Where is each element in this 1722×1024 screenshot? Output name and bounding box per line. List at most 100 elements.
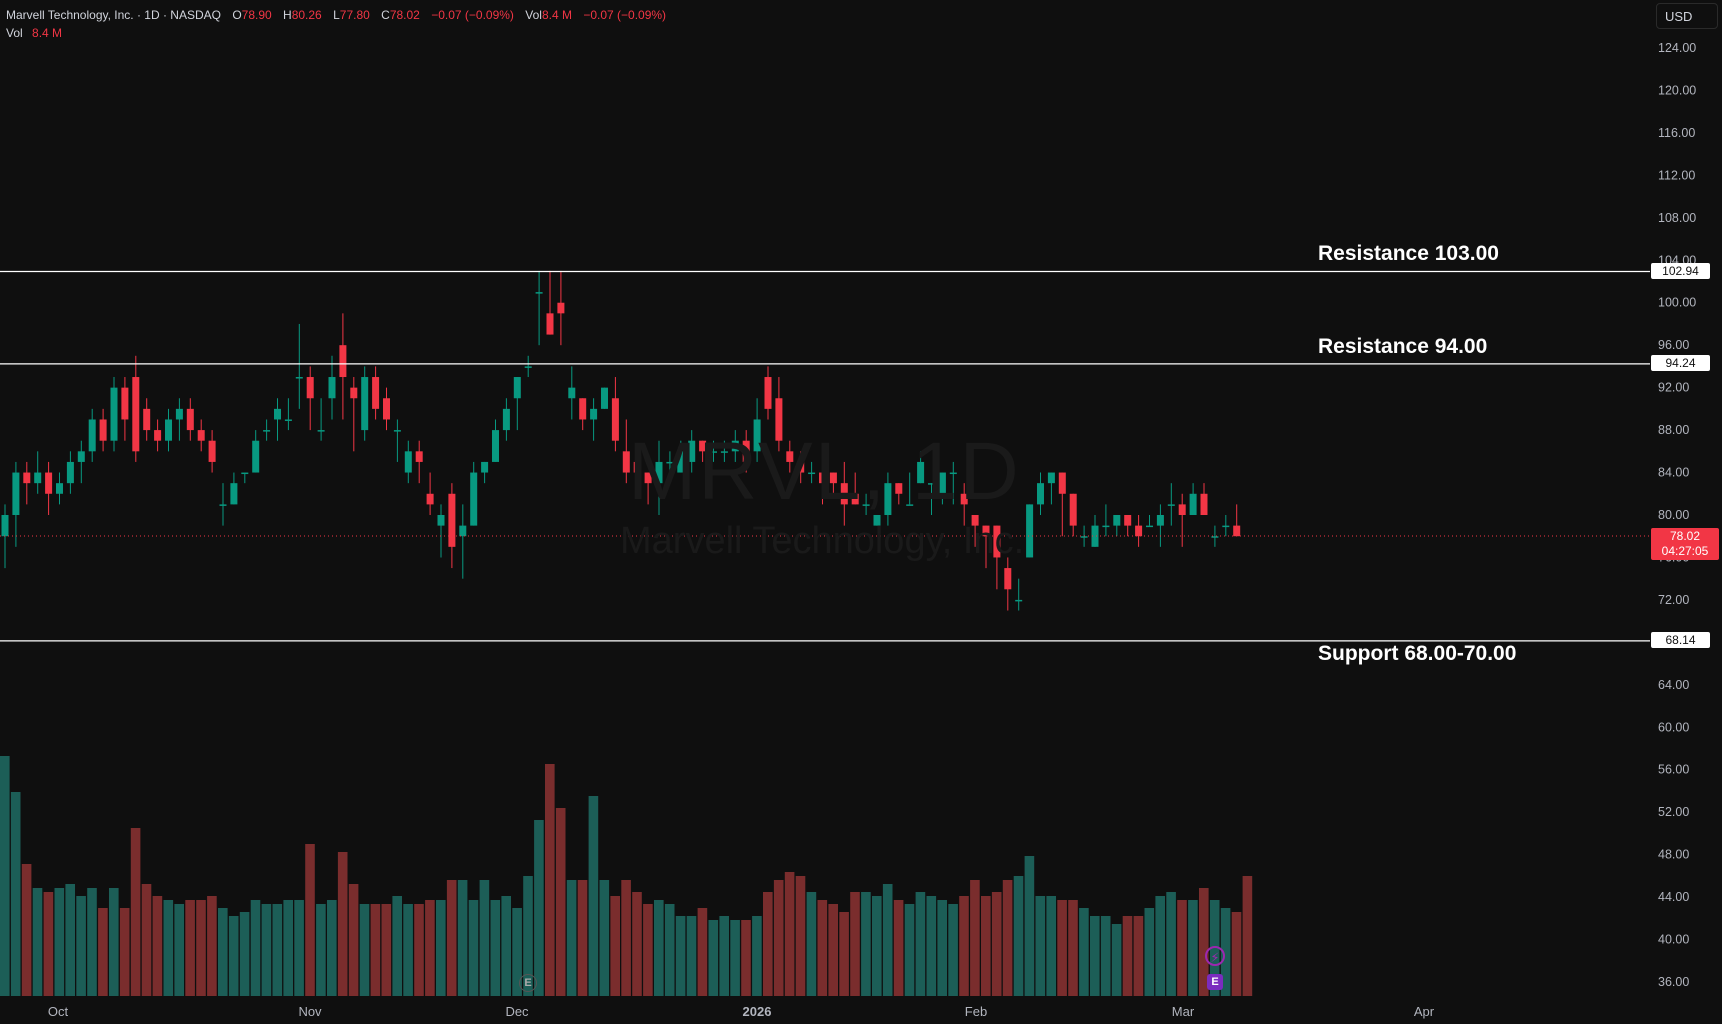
y-tick-label: 48.00 — [1658, 848, 1689, 862]
x-tick-label: Oct — [48, 1004, 69, 1019]
candle-body — [1113, 515, 1121, 526]
volume-bar — [675, 916, 686, 996]
earnings-badge-dec[interactable]: E — [519, 974, 537, 992]
volume-bar — [915, 892, 926, 996]
candle-body — [230, 483, 238, 505]
volume-bar — [534, 820, 544, 996]
x-tick-label: Mar — [1172, 1004, 1195, 1019]
volume-bar — [752, 916, 762, 996]
ohlc-row: Marvell Technology, Inc. · 1D · NASDAQ O… — [6, 6, 666, 24]
volume-label[interactable]: Vol — [6, 26, 23, 40]
x-tick-label: Nov — [298, 1004, 322, 1019]
volume-bar — [425, 900, 435, 996]
volume-bar — [381, 904, 392, 996]
volume-bar — [65, 884, 75, 996]
volume-bar — [588, 796, 599, 996]
candle-body — [284, 419, 292, 421]
resistance-94-annotation[interactable]: Resistance 94.00 — [1318, 335, 1488, 358]
symbol-title[interactable]: Marvell Technology, Inc. · 1D · NASDAQ — [6, 8, 221, 22]
currency-button[interactable]: USD — [1656, 3, 1718, 29]
candle-body — [1080, 536, 1088, 538]
volume-bar — [98, 908, 108, 996]
candle-body — [1222, 525, 1230, 528]
candle-body — [622, 451, 630, 473]
low-value: 77.80 — [339, 8, 370, 22]
volume-bar — [196, 900, 206, 996]
y-tick-label: 108.00 — [1658, 211, 1696, 225]
candle-body — [110, 387, 118, 441]
candle-body — [1004, 568, 1012, 590]
volume-bar — [479, 880, 490, 996]
volume-bar — [1068, 900, 1078, 996]
volume-bar — [763, 892, 773, 996]
lightning-icon[interactable]: ⚡ — [1205, 946, 1225, 966]
volume-bar — [283, 900, 293, 996]
candle-body — [895, 483, 903, 494]
horizontal-levels[interactable] — [0, 270, 1650, 642]
volume-bar — [130, 828, 141, 996]
volume-bar — [207, 896, 217, 996]
candle-body — [906, 504, 914, 506]
volume-bar — [1144, 908, 1155, 996]
y-tick-label: 92.00 — [1658, 381, 1689, 395]
candle-body — [339, 345, 347, 378]
volume-bar — [218, 908, 228, 996]
support-annotation[interactable]: Support 68.00-70.00 — [1318, 642, 1517, 665]
volume-bar — [1188, 900, 1198, 996]
close-value: 78.02 — [389, 8, 420, 22]
low-key: L — [333, 8, 340, 22]
candle-body — [731, 440, 739, 452]
volume-bar — [523, 876, 533, 996]
volume-bar — [817, 900, 828, 996]
volume-bar — [359, 904, 370, 996]
candle-body — [524, 366, 532, 368]
volume-bar — [512, 908, 522, 996]
candle-body — [688, 440, 696, 462]
earnings-badge-mar[interactable]: E — [1207, 974, 1223, 990]
candle-body — [1167, 504, 1175, 506]
volume-bar — [632, 892, 642, 996]
candle-body — [1091, 525, 1099, 547]
candle-body — [862, 504, 870, 506]
candle-body — [175, 408, 183, 420]
change-value: −0.07 (−0.09%) — [431, 8, 514, 22]
candle-body — [34, 472, 42, 484]
resistance-103-annotation[interactable]: Resistance 103.00 — [1318, 242, 1499, 265]
y-tick-label: 116.00 — [1658, 126, 1695, 140]
candle-body — [677, 451, 685, 473]
volume-bar — [305, 844, 315, 996]
volume-bar — [1079, 908, 1089, 996]
y-tick-label: 64.00 — [1658, 678, 1689, 692]
volume-bar — [697, 908, 708, 996]
candle-body — [404, 451, 412, 473]
time-axis: Oct Nov Dec 2026 Feb Mar Apr — [48, 1004, 1435, 1019]
y-tick-label: 36.00 — [1658, 975, 1689, 989]
open-key: O — [232, 8, 242, 22]
volume-bar — [654, 900, 664, 996]
high-key: H — [283, 8, 292, 22]
y-tick-label: 100.00 — [1658, 296, 1696, 310]
volume-bar — [937, 900, 947, 996]
volume-bar — [981, 896, 991, 996]
candle-body — [393, 430, 401, 432]
candle-body — [982, 525, 990, 537]
candle-body — [1211, 536, 1219, 538]
volume-bar — [316, 904, 326, 996]
candle-body — [165, 419, 172, 441]
candle-body — [1026, 504, 1034, 558]
y-tick-label: 72.00 — [1658, 593, 1689, 607]
volume-bar — [43, 892, 54, 996]
candle-body — [993, 525, 1001, 558]
candle-body — [1233, 525, 1241, 537]
candle-body — [873, 515, 881, 526]
volume-bar — [501, 896, 511, 996]
volume-bar — [272, 904, 283, 996]
volume-bar — [403, 904, 413, 996]
candle-body — [1146, 525, 1153, 528]
candle-body — [829, 472, 837, 484]
candle-body — [753, 419, 761, 452]
volume-bar — [599, 880, 610, 996]
volume-bar — [414, 904, 424, 996]
y-tick-label: 112.00 — [1658, 168, 1695, 182]
